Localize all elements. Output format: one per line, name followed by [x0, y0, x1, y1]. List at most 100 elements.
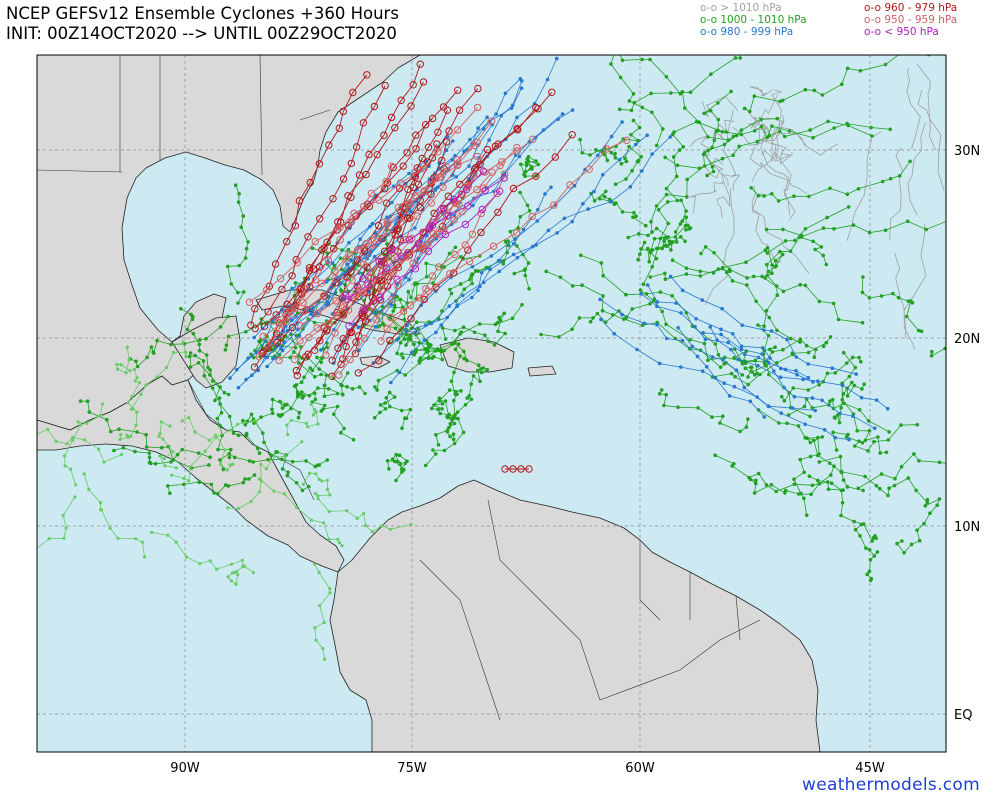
legend-label: 960 - 979 hPa [884, 2, 958, 14]
track-point [226, 484, 231, 488]
track-point [450, 158, 455, 162]
track-point [596, 153, 600, 158]
track-point [724, 270, 729, 275]
track-point [293, 345, 298, 350]
track-point [420, 165, 428, 173]
track-point [815, 478, 820, 483]
track-point [263, 286, 271, 294]
track-point [290, 355, 299, 364]
track-point [82, 438, 87, 442]
track-point [323, 657, 327, 662]
track-point [718, 365, 723, 370]
track-point [782, 134, 787, 139]
track-point [115, 362, 119, 367]
track-point [604, 189, 608, 194]
track-point [443, 337, 448, 341]
track-point [317, 477, 321, 481]
track-point [765, 251, 770, 255]
track-point [765, 273, 769, 278]
track-point [430, 209, 438, 218]
track-point [453, 390, 458, 394]
track-point [428, 221, 437, 230]
track-point [858, 69, 863, 73]
track-point [296, 415, 301, 420]
track-point [853, 527, 858, 532]
track-point [224, 343, 229, 348]
track-point [669, 91, 673, 95]
track-point [930, 349, 934, 354]
track-point [413, 226, 417, 230]
track-point [315, 160, 324, 168]
track-point [448, 421, 453, 426]
track-point [816, 435, 820, 440]
track-point [601, 294, 605, 298]
track-point [620, 312, 624, 317]
track-point [388, 316, 392, 320]
track-point [477, 363, 481, 368]
track-point [227, 452, 231, 456]
track-point [614, 201, 618, 205]
track-point [228, 376, 232, 380]
track-point [739, 132, 744, 137]
track-point [417, 341, 422, 345]
track-point [388, 295, 396, 303]
track-point [247, 477, 251, 481]
track-point [218, 458, 222, 462]
track-point [778, 99, 782, 104]
track-point [867, 429, 872, 433]
track-point [726, 340, 730, 345]
track-point [438, 156, 446, 165]
track-point [100, 402, 105, 406]
track-point [852, 383, 857, 388]
track-point [328, 591, 332, 595]
cyclone-track [347, 177, 505, 300]
track-point [394, 203, 402, 212]
track-point [719, 332, 723, 337]
track-point [824, 262, 829, 267]
track-point [396, 179, 405, 187]
track-point [366, 268, 374, 277]
track-point [870, 539, 874, 543]
track-point [509, 465, 517, 473]
track-point [406, 301, 415, 310]
track-point [306, 178, 314, 187]
cyclone-track [894, 252, 915, 350]
track-point [972, 221, 976, 225]
cyclone-track [380, 173, 506, 342]
track-point [310, 246, 315, 250]
track-point [453, 156, 461, 164]
track-point [798, 337, 803, 342]
track-point [187, 416, 191, 420]
track-point [375, 388, 379, 392]
track-point [439, 183, 447, 191]
track-point [325, 345, 329, 350]
track-point [826, 487, 831, 492]
track-point [443, 399, 448, 403]
track-point [82, 472, 86, 476]
track-point [703, 337, 708, 342]
track-point [449, 291, 454, 296]
track-point [489, 242, 498, 250]
track-point [383, 269, 391, 277]
track-point [741, 38, 745, 42]
track-point [249, 500, 253, 504]
track-point [445, 134, 450, 139]
track-point [775, 328, 779, 333]
track-point [383, 324, 391, 333]
track-point [299, 298, 307, 307]
track-point [525, 465, 533, 473]
track-point [134, 359, 138, 364]
track-point [510, 316, 515, 321]
track-point [376, 293, 384, 302]
track-point [749, 365, 754, 370]
track-point [403, 275, 408, 280]
track-point [521, 227, 526, 232]
track-point [158, 431, 162, 436]
track-point [300, 488, 305, 493]
track-point [223, 483, 228, 487]
track-point [394, 221, 398, 226]
track-point [846, 123, 851, 128]
track-point [87, 410, 92, 414]
cyclone-track [325, 120, 492, 356]
track-point [236, 301, 240, 305]
